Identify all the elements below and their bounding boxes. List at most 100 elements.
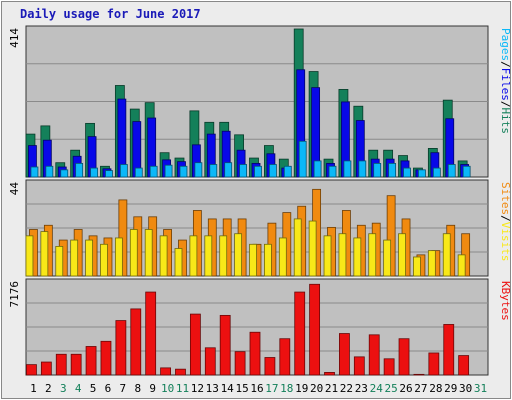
legend-files: Files [499,68,512,101]
bar-visits-day-4 [70,239,79,277]
bar-pages-day-8 [134,167,143,178]
legend: Sites/Visits [499,182,512,262]
bar-visits-day-14 [219,235,228,277]
bar-pages-day-30 [462,165,471,178]
x-label-day-23: 23 [355,382,368,395]
y-axis-max-label: 414 [8,28,21,48]
x-label-day-15: 15 [235,382,248,395]
bar-kbytes-day-19 [294,291,306,376]
bar-visits-day-1 [25,235,34,277]
bar-visits-day-15 [234,233,242,277]
bar-pages-day-9 [149,165,158,178]
bar-kbytes-day-24 [368,334,380,376]
chart-title: Daily usage for June 2017 [20,7,201,21]
x-label-day-31: 31 [474,382,487,395]
bar-kbytes-day-12 [189,313,201,376]
bar-pages-day-1 [30,166,39,178]
x-label-day-9: 9 [149,382,156,395]
bar-kbytes-day-28 [428,352,440,376]
panel-sites-visits: 44 Sites/Visits [8,179,512,277]
x-label-day-20: 20 [310,382,323,395]
x-label-day-29: 29 [444,382,457,395]
bar-kbytes-day-8 [130,308,142,376]
x-label-day-4: 4 [75,382,82,395]
bar-visits-day-13 [204,235,213,277]
bar-visits-day-26 [398,233,406,277]
bar-visits-day-16 [249,243,257,277]
bar-kbytes-day-20 [309,283,321,376]
x-label-day-27: 27 [414,382,427,395]
bar-kbytes-day-27 [413,373,425,376]
x-label-day-28: 28 [429,382,442,395]
panel-hits-files-pages: 414 Pages/Files/Hits [8,25,512,178]
bar-pages-day-5 [90,167,98,178]
panel-kbytes: 7176 KBytes [8,278,512,376]
x-label-day-24: 24 [370,382,384,395]
bar-visits-day-23 [353,237,362,277]
bar-pages-day-7 [119,164,128,178]
bar-visits-day-3 [55,246,64,277]
bar-pages-day-14 [224,162,233,178]
x-label-day-17: 17 [265,382,278,395]
bar-pages-day-15 [239,164,247,178]
bar-kbytes-day-4 [70,353,82,376]
bar-visits-day-19 [293,218,302,277]
bar-visits-day-18 [278,237,287,277]
bar-kbytes-day-9 [145,291,157,376]
bar-pages-day-28 [432,167,441,178]
bar-visits-day-29 [442,233,451,277]
bar-kbytes-day-26 [398,338,410,376]
x-label-day-8: 8 [134,382,141,395]
bar-kbytes-day-7 [115,320,127,376]
bar-kbytes-day-15 [234,351,246,376]
bar-pages-day-11 [179,165,188,178]
bar-sites-day-25 [386,195,396,277]
bar-pages-day-17 [269,164,277,178]
bar-pages-day-22 [343,160,352,178]
bar-kbytes-day-3 [55,353,67,376]
x-label-day-25: 25 [385,382,398,395]
bar-pages-day-16 [254,165,262,178]
bar-pages-day-18 [283,165,292,178]
bar-pages-day-4 [75,163,84,178]
legend-sites: Sites [499,182,512,215]
bar-visits-day-11 [174,248,183,277]
bar-pages-day-2 [45,165,54,178]
legend-separator: / [499,101,512,108]
bar-kbytes-day-21 [324,372,335,376]
bar-visits-day-20 [308,220,317,277]
bar-visits-day-27 [413,256,421,277]
legend-pages: Pages [499,28,512,61]
x-label-day-2: 2 [45,382,52,395]
bar-visits-day-2 [40,231,49,277]
x-label-day-7: 7 [120,382,127,395]
x-label-day-3: 3 [60,382,67,395]
bar-pages-day-25 [388,163,397,178]
x-label-day-22: 22 [340,382,353,395]
x-label-day-26: 26 [399,382,412,395]
x-label-day-18: 18 [280,382,293,395]
legend-separator: / [499,215,512,222]
x-label-day-16: 16 [250,382,263,395]
x-label-day-14: 14 [221,382,235,395]
bar-pages-day-21 [328,165,337,178]
bar-visits-day-30 [457,254,466,277]
bar-kbytes-day-1 [26,364,37,376]
x-label-day-30: 30 [459,382,472,395]
y-axis-max-label: 7176 [8,281,21,308]
bar-kbytes-day-25 [383,358,395,376]
bar-kbytes-day-11 [175,368,186,376]
bar-visits-day-17 [264,243,272,277]
bar-kbytes-day-16 [249,331,261,376]
bar-visits-day-6 [100,243,108,277]
bar-kbytes-day-10 [160,367,171,376]
x-label-day-11: 11 [176,382,189,395]
x-label-day-1: 1 [30,382,37,395]
x-label-day-6: 6 [105,382,112,395]
bar-pages-day-20 [313,160,322,178]
x-label-day-10: 10 [161,382,174,395]
legend: KBytes [499,281,512,321]
